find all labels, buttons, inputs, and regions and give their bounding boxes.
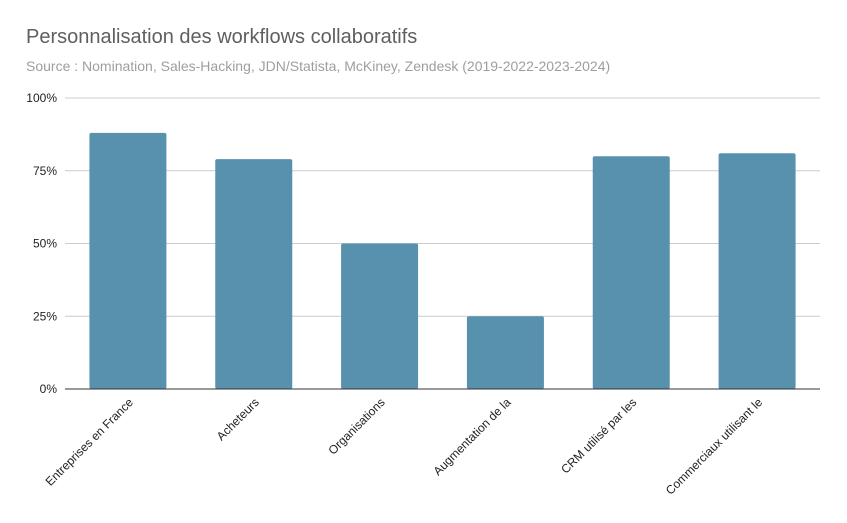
chart-title: Personnalisation des workflows collabora… xyxy=(26,26,418,48)
chart-subtitle: Source : Nomination, Sales-Hacking, JDN/… xyxy=(26,58,611,74)
x-tick-label: Organisations xyxy=(325,395,387,457)
bar xyxy=(215,159,293,389)
x-tick-label: CRM utilisé par les xyxy=(558,395,639,476)
bar xyxy=(341,243,419,389)
bar xyxy=(466,316,544,389)
bar xyxy=(592,156,670,389)
y-tick-label: 100% xyxy=(26,91,57,105)
bar xyxy=(89,132,167,390)
x-tick-label: Augmentation de la xyxy=(431,395,514,478)
x-tick-label: Commerciaux utilisant le xyxy=(663,395,766,498)
y-tick-label: 75% xyxy=(33,164,57,178)
y-tick-label: 0% xyxy=(40,382,58,396)
y-tick-label: 50% xyxy=(33,237,57,251)
bar xyxy=(718,153,796,389)
x-tick-label: Acheteurs xyxy=(214,395,262,443)
y-tick-label: 25% xyxy=(33,309,57,323)
x-tick-label: Entreprises en France xyxy=(43,395,137,489)
